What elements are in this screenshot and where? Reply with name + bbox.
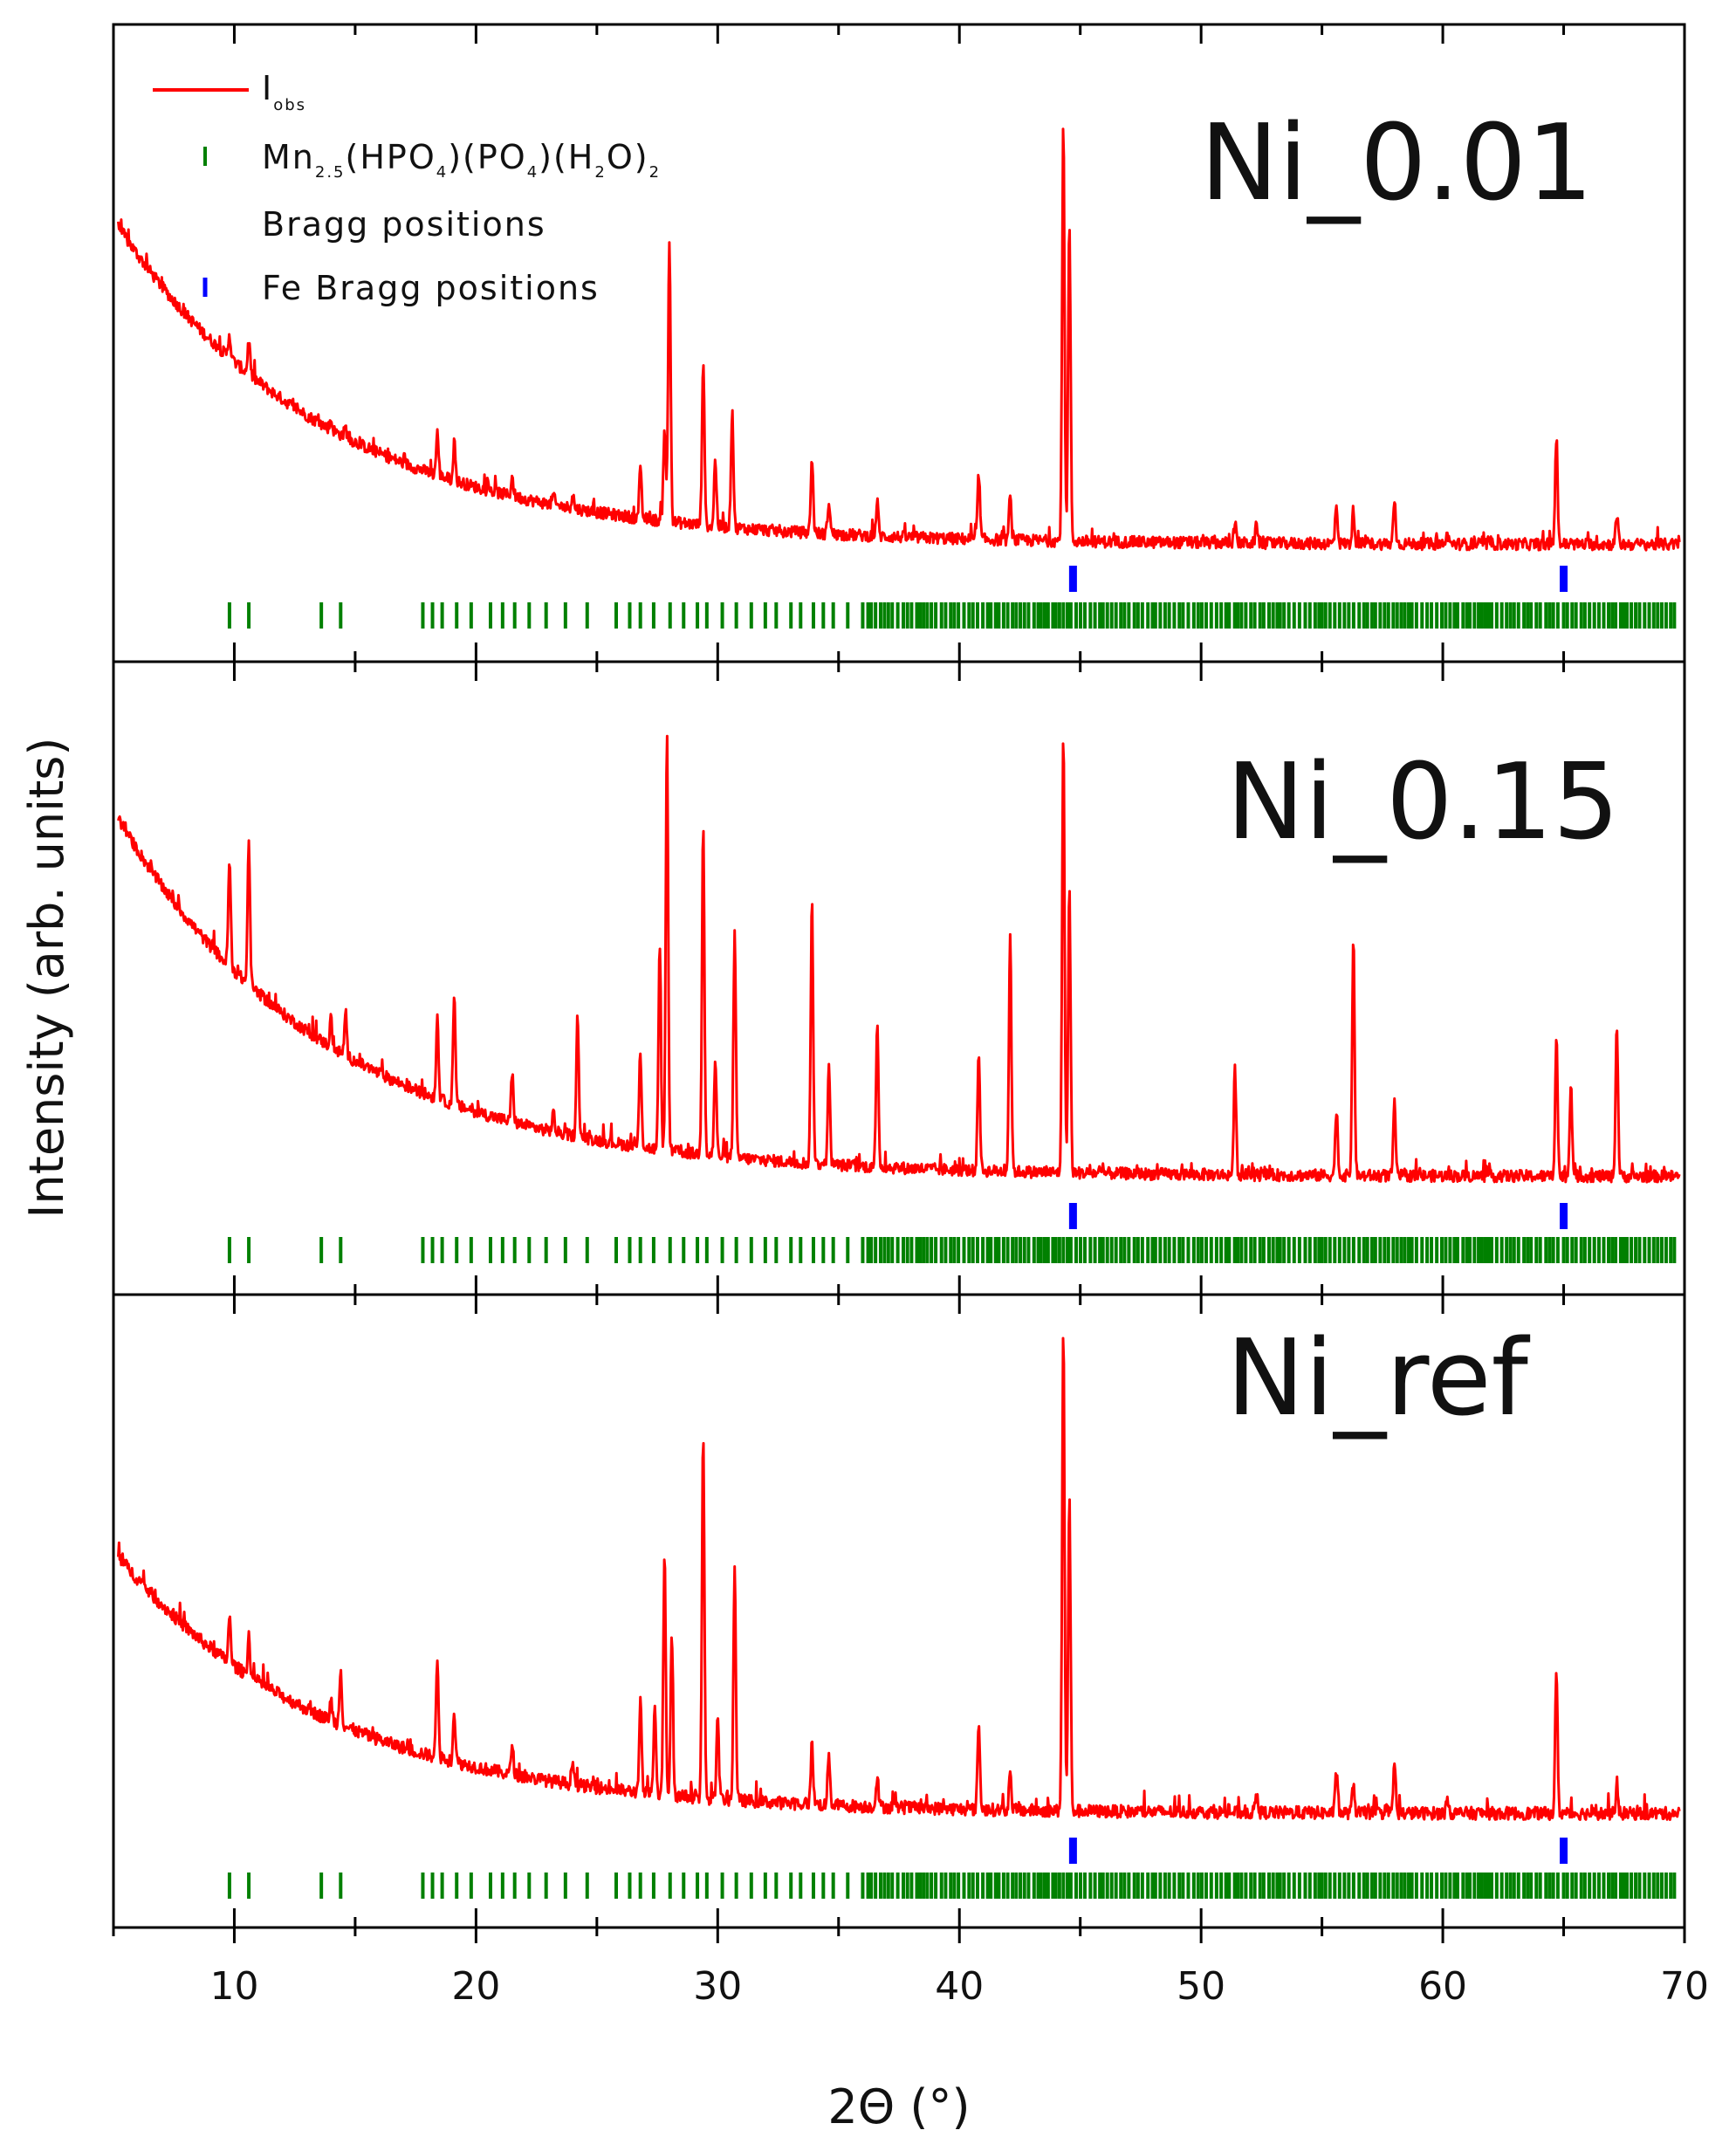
panel-label-ni-ref: Ni_ref	[1226, 1318, 1531, 1440]
x-axis-title: 2Θ (°)	[827, 2079, 970, 2134]
observed-pattern-Ni_0.01	[117, 127, 1681, 552]
legend-phase-line2: Bragg positions	[262, 205, 546, 244]
legend-observed-label: Iobs	[262, 69, 306, 114]
legend-phase-formula: Mn2.5(HPO4)(PO4)(H2O)2	[262, 138, 661, 182]
tick-layer: 10 20 30 40 50 60 70	[112, 24, 1709, 2009]
x-tick-label: 20	[451, 1964, 500, 2009]
x-tick-label: 30	[693, 1964, 742, 2009]
x-tick-label: 50	[1177, 1964, 1225, 2009]
legend: Iobs Mn2.5(HPO4)(PO4)(H2O)2 Bragg positi…	[153, 69, 661, 307]
x-tick-label: 70	[1660, 1964, 1709, 2009]
y-axis-title: Intensity (arb. units)	[19, 738, 74, 1219]
x-tick-label: 60	[1418, 1964, 1467, 2009]
plot-layer	[117, 127, 1681, 1899]
panel-label-ni-0-01: Ni_0.01	[1200, 103, 1593, 224]
x-tick-label: 40	[935, 1964, 984, 2009]
panel-label-ni-0-15: Ni_0.15	[1226, 742, 1619, 863]
observed-pattern-Ni_0.15	[117, 734, 1681, 1184]
panel-frame-bottom	[112, 1293, 1686, 1929]
observed-pattern-Ni_ref	[117, 1337, 1681, 1821]
legend-fe-label: Fe Bragg positions	[262, 269, 600, 307]
x-tick-label: 10	[209, 1964, 258, 2009]
